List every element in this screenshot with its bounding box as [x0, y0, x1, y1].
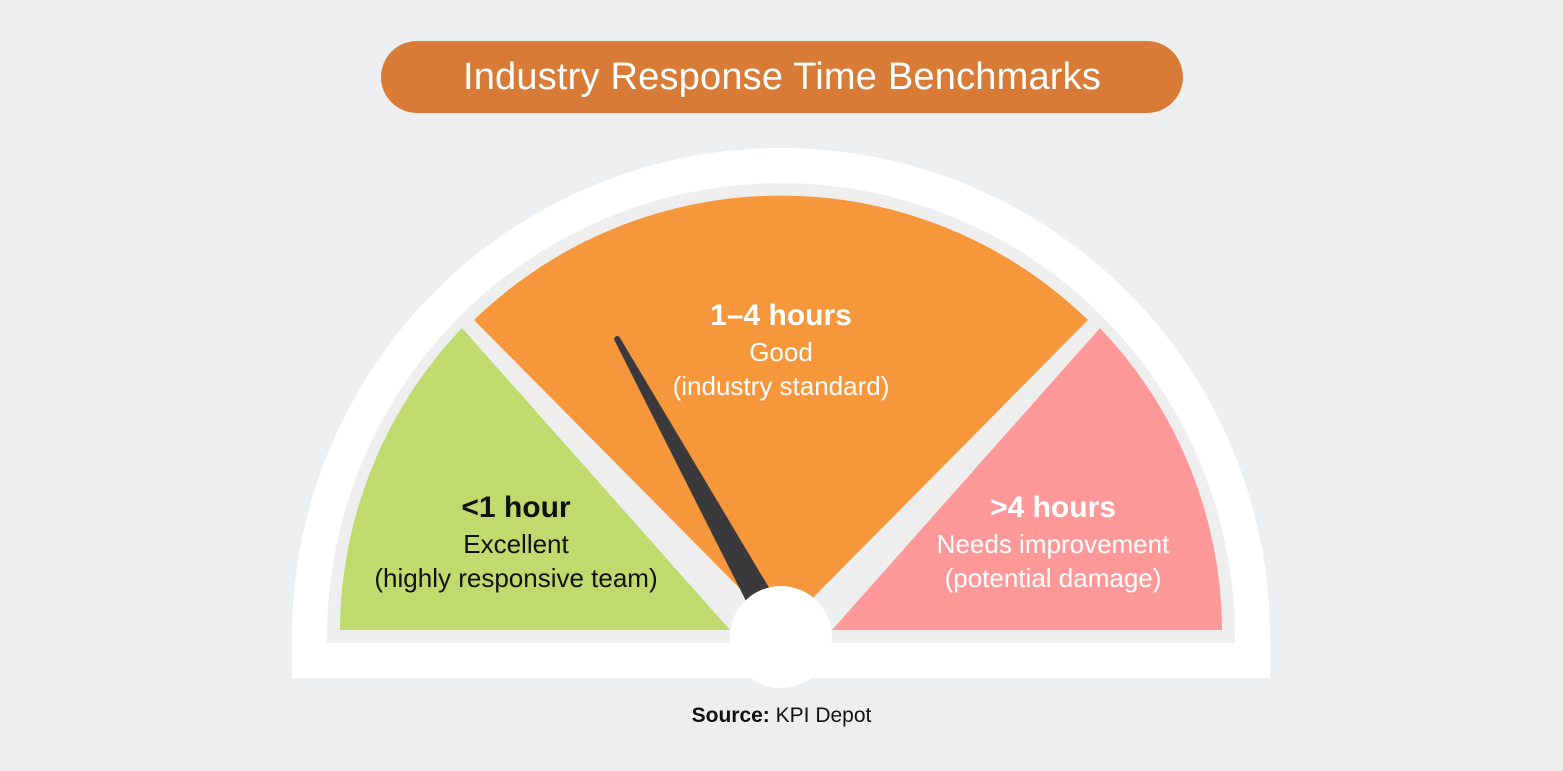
- segment-needs-improvement: [832, 328, 1222, 630]
- segment-label-needs-improvement: >4 hours Needs improvement (potential da…: [937, 489, 1170, 595]
- segment-note: (industry standard): [672, 370, 890, 401]
- segment-rating: Excellent: [463, 528, 569, 559]
- gauge-base-bar: [292, 643, 1270, 678]
- segment-note: (potential damage): [944, 562, 1162, 593]
- segment-note: (highly responsive team): [374, 562, 658, 593]
- segment-rating: Needs improvement: [936, 528, 1170, 559]
- segment-range: <1 hour: [461, 491, 571, 524]
- segment-good: [474, 195, 1088, 630]
- title-banner: Industry Response Time Benchmarks: [381, 41, 1183, 113]
- page-title: Industry Response Time Benchmarks: [462, 55, 1102, 98]
- source-credit: Source: KPI Depot: [0, 704, 1563, 728]
- segment-excellent: [340, 328, 730, 630]
- segment-range: >4 hours: [990, 491, 1116, 524]
- source-label: Source:: [691, 704, 770, 727]
- segment-range: 1–4 hours: [710, 299, 852, 332]
- source-value: KPI Depot: [775, 704, 872, 727]
- segment-label-excellent: <1 hour Excellent (highly responsive tea…: [374, 489, 657, 595]
- segment-rating: Good: [749, 336, 813, 367]
- segment-label-good: 1–4 hours Good (industry standard): [673, 297, 890, 403]
